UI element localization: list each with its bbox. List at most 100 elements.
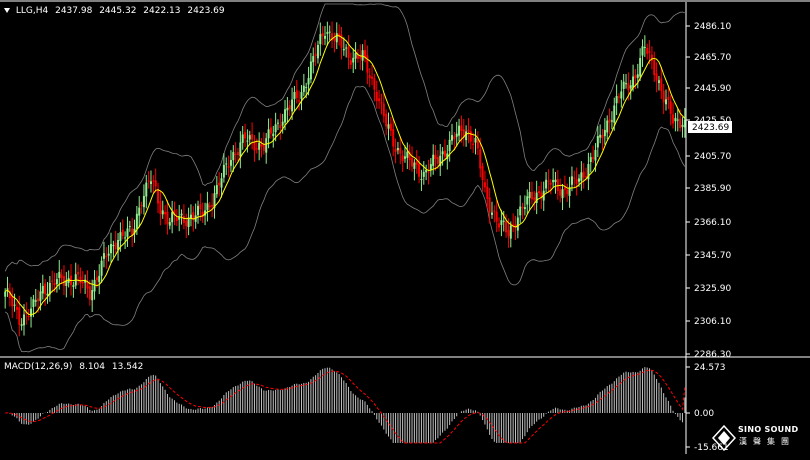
macd-tick-label: 24.573 (694, 363, 726, 373)
candle-body (488, 197, 491, 213)
candle-body (538, 191, 541, 194)
candle-body (18, 307, 21, 325)
candle-body (295, 90, 298, 98)
candle-body (298, 100, 301, 102)
bollinger-bands (4, 3, 686, 353)
candle-body (201, 211, 204, 218)
macd-label: MACD(12,26,9) (4, 362, 73, 372)
candle-body (580, 172, 583, 181)
candle-body (660, 78, 663, 91)
candle-body (667, 96, 670, 100)
candle-body (509, 225, 512, 239)
candle-body (411, 157, 414, 167)
candle-body (218, 182, 221, 186)
candle-body (335, 33, 338, 43)
candle-body (324, 35, 327, 39)
candle-body (288, 105, 291, 110)
candle-body (8, 290, 11, 299)
candle-body (258, 142, 261, 150)
candle-body (157, 188, 160, 204)
candle-body (681, 124, 684, 127)
candle-body (613, 105, 616, 123)
candle-body (603, 129, 606, 137)
candle-body (432, 154, 435, 166)
candle-body (215, 185, 218, 195)
candle-body (128, 226, 131, 228)
candle-body (25, 312, 28, 314)
candle-body (340, 34, 343, 48)
candle-body (436, 157, 439, 164)
price-tick-label: 2486.10 (694, 22, 731, 32)
candle-body (102, 253, 105, 259)
candle-body (368, 75, 371, 79)
candle-body (366, 55, 369, 73)
candle-body (286, 107, 289, 111)
candle-body (305, 87, 308, 89)
candle-body (154, 180, 157, 187)
price-tick-label: 2286.30 (694, 350, 731, 360)
candle-body (566, 189, 569, 194)
candle-body (683, 119, 686, 128)
candle-body (453, 136, 456, 140)
candle-body (622, 81, 625, 89)
candle-body (175, 217, 178, 222)
candle-body (95, 277, 98, 281)
candle-body (11, 296, 14, 307)
candle-body (422, 171, 425, 177)
candle-body (65, 281, 68, 287)
candle-body (481, 166, 484, 181)
candle-body (559, 189, 562, 196)
candle-body (281, 121, 284, 126)
candle-body (495, 211, 498, 222)
logo-subtext: 漢聲集團 (739, 437, 795, 446)
candle-body (269, 127, 272, 134)
ma-line (4, 34, 686, 316)
candle-body (84, 279, 87, 283)
macd-main-value: 8.104 (79, 362, 105, 372)
dropdown-arrow-icon[interactable] (4, 8, 10, 13)
candle-body (446, 153, 449, 159)
current-price-label: 2423.69 (692, 123, 729, 133)
candle-body (359, 56, 362, 59)
candle-body (173, 210, 176, 216)
candle-body (185, 220, 188, 227)
candle-body (396, 148, 399, 151)
candle-body (274, 124, 277, 133)
candle-body (601, 135, 604, 139)
candle-body (333, 37, 336, 41)
candle-body (260, 144, 263, 147)
candle-body (41, 285, 44, 294)
candle-body (389, 123, 392, 131)
candle-body (476, 139, 479, 149)
candle-body (208, 205, 211, 208)
candle-body (474, 137, 477, 143)
candle-body (352, 57, 355, 63)
candle-body (625, 83, 628, 85)
candle-body (241, 134, 244, 143)
price-tick-label: 2306.10 (694, 317, 731, 327)
candle-body (679, 118, 682, 128)
candle-body (486, 186, 489, 199)
candle-body (540, 192, 543, 199)
macd-tick-label: -15.661 (694, 443, 729, 453)
candle-body (244, 132, 247, 139)
price-tick-label: 2405.70 (694, 152, 731, 162)
candle-body (458, 125, 461, 136)
candle-body (385, 113, 388, 127)
candle-body (79, 276, 82, 284)
candle-body (639, 57, 642, 77)
candle-body (387, 124, 390, 129)
candle-body (418, 163, 421, 177)
sino-sound-logo: SINO SOUND 漢聲集團 (710, 423, 808, 455)
candle-body (535, 192, 538, 203)
candle-body (88, 286, 91, 300)
candle-body (180, 213, 183, 216)
candle-body (192, 212, 195, 220)
candle-body (44, 283, 47, 295)
candle-body (533, 197, 536, 201)
candle-body (399, 147, 402, 154)
candle-body (51, 280, 54, 282)
candle-body (272, 133, 275, 137)
sino-sound-logo-icon (712, 425, 736, 451)
candle-body (166, 211, 169, 224)
